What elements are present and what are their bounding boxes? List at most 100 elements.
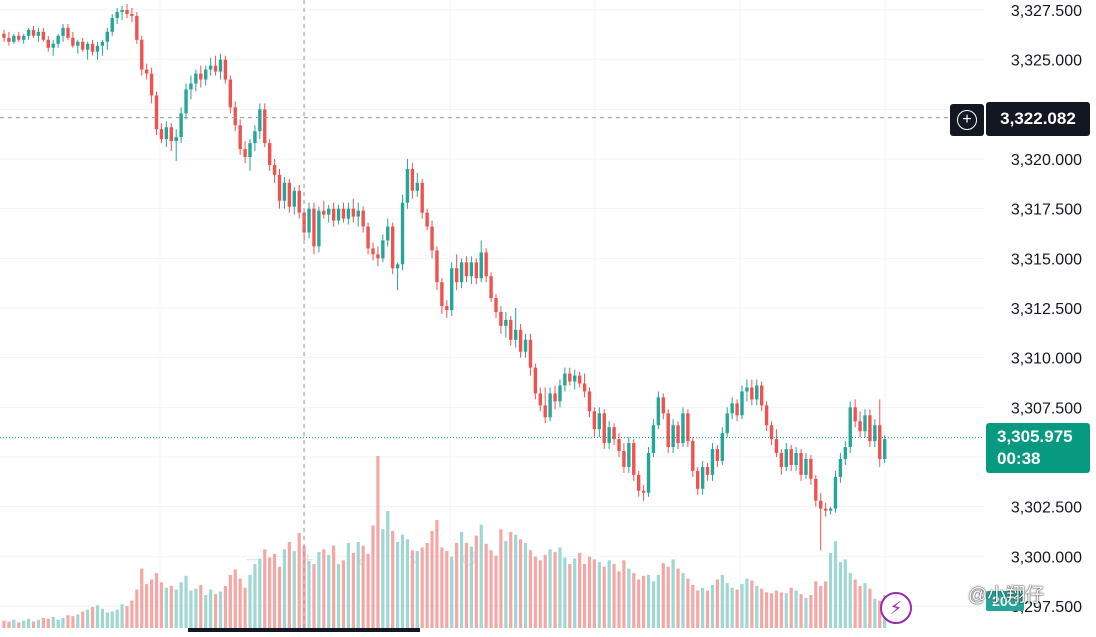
zoom-in-button[interactable]: +	[301, 547, 315, 572]
volume-bar	[858, 585, 862, 628]
volume-bar	[223, 585, 227, 628]
candle-body	[504, 319, 508, 326]
candle-body	[204, 69, 208, 80]
volume-bar	[258, 558, 262, 628]
volume-bar	[445, 551, 449, 628]
volume-bar	[499, 529, 503, 628]
candle-body	[582, 383, 587, 392]
scroll-right-button[interactable]: ›	[408, 544, 418, 575]
reset-chart-button[interactable]: ↺	[460, 547, 479, 572]
candle-body	[7, 37, 11, 42]
candle-body	[105, 31, 110, 42]
volume-bar	[90, 606, 95, 628]
volume-bar	[174, 589, 178, 628]
candle-body	[312, 208, 316, 247]
volume-bar	[61, 617, 65, 628]
candle-body	[558, 385, 562, 402]
volume-bar	[169, 585, 173, 628]
candle-body	[774, 439, 779, 454]
candle-body	[243, 149, 247, 158]
price-tick-label: 3,320.000	[1011, 152, 1082, 169]
volume-bar	[543, 554, 547, 628]
candle-body	[538, 393, 542, 406]
volume-bar	[312, 563, 316, 628]
candle-body	[607, 427, 611, 444]
volume-bar	[843, 559, 847, 628]
candle-body	[627, 443, 631, 467]
zoom-out-button[interactable]: −	[245, 547, 259, 572]
candle-body	[489, 276, 493, 299]
candle-body	[745, 387, 749, 392]
candle-body	[228, 79, 233, 108]
candle-body	[71, 37, 75, 46]
plus-circle-icon: +	[957, 110, 977, 130]
candle-body	[26, 29, 31, 36]
scroll-left-button[interactable]: ‹	[356, 544, 366, 575]
candle-body	[602, 413, 606, 444]
volume-bar	[307, 561, 311, 628]
volume-bar	[150, 579, 154, 628]
add-alert-button[interactable]: +	[950, 104, 984, 136]
volume-bar	[233, 569, 237, 628]
candle-body	[533, 367, 538, 394]
candle-body	[144, 69, 149, 74]
candle-body	[528, 339, 533, 368]
lightning-button[interactable]: ⚡	[880, 592, 912, 624]
candle-body	[36, 31, 41, 36]
candle-body	[838, 458, 843, 477]
candle-body	[681, 413, 685, 444]
volume-bar	[705, 590, 710, 628]
candle-body	[194, 73, 198, 84]
candle-body	[356, 210, 360, 217]
candle-body	[700, 466, 705, 489]
volume-bar	[95, 605, 100, 628]
volume-bar	[430, 531, 434, 628]
candle-body	[725, 413, 729, 434]
volume-bar	[538, 560, 542, 628]
volume-badge: 20C	[986, 591, 1024, 611]
volume-bar	[646, 574, 651, 628]
candle-body	[882, 439, 887, 459]
volume-bar	[455, 542, 459, 628]
volume-bar	[622, 560, 626, 628]
volume-bar	[750, 580, 754, 628]
volume-bar	[56, 619, 60, 628]
volume-bar	[533, 556, 537, 628]
volume-bar	[509, 531, 513, 628]
candle-body	[51, 43, 55, 48]
candle-body	[85, 43, 90, 50]
volume-bar	[27, 618, 31, 628]
candle-body	[691, 441, 695, 471]
volume-bar	[41, 617, 45, 628]
candle-body	[513, 329, 518, 340]
candle-body	[154, 95, 159, 130]
candle-body	[110, 17, 114, 32]
candle-body	[804, 458, 808, 475]
candle-body	[853, 407, 857, 422]
volume-bar	[179, 582, 183, 628]
candle-body	[115, 11, 119, 18]
volume-bar	[381, 529, 385, 628]
volume-bar	[464, 542, 469, 628]
volume-bar	[784, 593, 788, 628]
timeframe-scroll-bar[interactable]	[188, 628, 420, 632]
volume-bar	[273, 553, 277, 628]
volume-bar	[656, 574, 660, 628]
volume-bar	[838, 562, 842, 628]
volume-bar	[602, 566, 606, 628]
volume-bar	[666, 566, 670, 628]
volume-bar	[86, 609, 90, 628]
volume-bar	[341, 560, 346, 628]
candle-body	[199, 73, 203, 80]
candle-body	[400, 202, 405, 265]
volume-bar	[71, 616, 75, 628]
price-axis[interactable]: 3,327.5003,325.0003,322.5003,320.0003,31…	[1011, 3, 1082, 616]
volume-bar	[376, 456, 380, 628]
volume-bar	[794, 590, 798, 628]
candle-body	[366, 226, 370, 249]
candle-body	[730, 403, 734, 414]
candle-body	[577, 375, 582, 384]
volume-bar	[66, 615, 70, 628]
